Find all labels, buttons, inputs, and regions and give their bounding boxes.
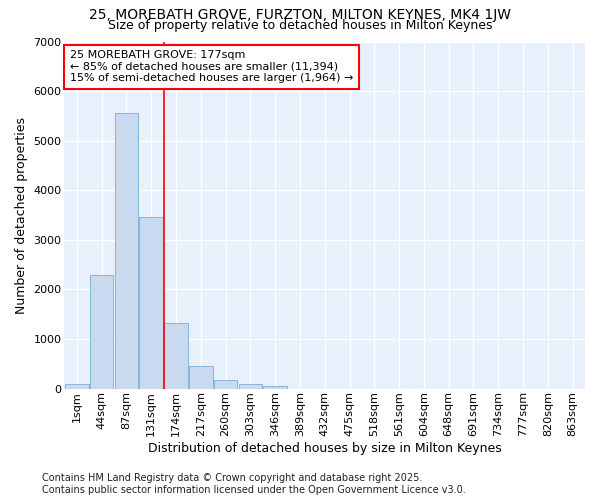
Text: 25, MOREBATH GROVE, FURZTON, MILTON KEYNES, MK4 1JW: 25, MOREBATH GROVE, FURZTON, MILTON KEYN…	[89, 8, 511, 22]
Bar	[164, 322, 188, 388]
Bar	[214, 380, 238, 388]
Bar	[65, 384, 89, 388]
Bar	[263, 386, 287, 388]
Bar	[239, 384, 262, 388]
Bar	[139, 218, 163, 388]
Text: Contains HM Land Registry data © Crown copyright and database right 2025.
Contai: Contains HM Land Registry data © Crown c…	[42, 474, 466, 495]
Text: Size of property relative to detached houses in Milton Keynes: Size of property relative to detached ho…	[108, 19, 492, 32]
Bar	[115, 114, 138, 388]
Bar	[90, 274, 113, 388]
X-axis label: Distribution of detached houses by size in Milton Keynes: Distribution of detached houses by size …	[148, 442, 502, 455]
Bar	[189, 366, 212, 388]
Y-axis label: Number of detached properties: Number of detached properties	[15, 116, 28, 314]
Text: 25 MOREBATH GROVE: 177sqm
← 85% of detached houses are smaller (11,394)
15% of s: 25 MOREBATH GROVE: 177sqm ← 85% of detac…	[70, 50, 353, 84]
